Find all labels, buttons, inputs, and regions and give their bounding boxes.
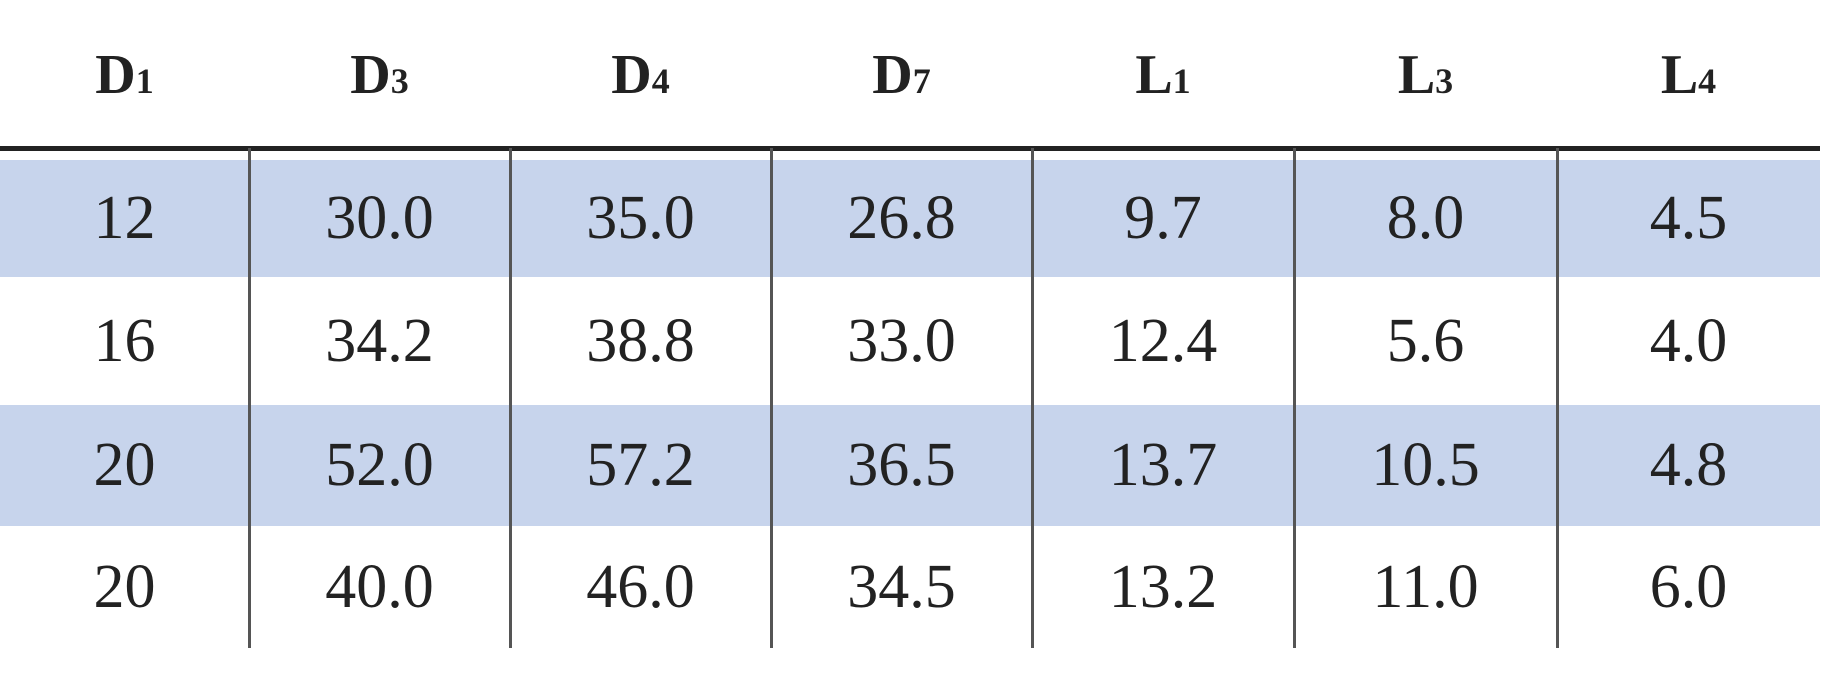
table-cell: 57.2 (586, 431, 695, 499)
table-cell: 4.8 (1649, 431, 1728, 499)
header-subscript: 4 (1698, 61, 1717, 101)
table-cell: 34.2 (325, 306, 434, 375)
table-cell: 4.0 (1649, 306, 1728, 375)
table-cell: 30.0 (325, 184, 434, 252)
table-cell: 13.7 (1108, 431, 1218, 499)
table-cell: 4.5 (1649, 184, 1728, 252)
header-symbol: L (1660, 44, 1699, 106)
header-subscript: 1 (135, 61, 154, 101)
header-symbol: D (872, 44, 913, 106)
header-rule (0, 146, 1820, 151)
header-symbol: D (350, 44, 391, 106)
header-subscript: 7 (912, 61, 931, 101)
table-cell: 5.6 (1386, 306, 1465, 375)
header-subscript: 4 (651, 61, 670, 101)
table-cell: 6.0 (1649, 552, 1728, 621)
table-cell: 46.0 (586, 552, 695, 621)
table-cell: 40.0 (325, 552, 434, 621)
row-shade (0, 160, 1820, 277)
table-cell: 35.0 (586, 184, 695, 252)
table-cell: 34.5 (847, 552, 956, 621)
table-cell: 52.0 (325, 431, 434, 499)
table-cell: 10.5 (1371, 431, 1480, 499)
table-cell: 9.7 (1124, 184, 1202, 252)
table-cell: 36.5 (847, 431, 956, 499)
header-subscript: 3 (390, 61, 409, 101)
header-symbol: D (611, 44, 652, 106)
table-cell: 12 (93, 184, 156, 252)
column-divider (248, 148, 251, 648)
header-subscript: 1 (1172, 61, 1191, 101)
table-cell: 12.4 (1108, 306, 1218, 375)
column-divider (1556, 148, 1559, 648)
column-divider (509, 148, 512, 648)
header-symbol: L (1135, 44, 1173, 106)
header-symbol: L (1397, 44, 1436, 106)
column-divider (770, 148, 773, 648)
table-cell: 8.0 (1386, 184, 1465, 252)
header-subscript: 3 (1435, 61, 1454, 101)
table-cell: 38.8 (586, 306, 695, 375)
column-divider (1031, 148, 1034, 648)
table-cell: 11.0 (1372, 552, 1479, 621)
table-cell: 26.8 (847, 184, 956, 252)
row-shade (0, 405, 1820, 526)
table-cell: 33.0 (847, 306, 956, 375)
table-cell: 20 (93, 431, 156, 499)
table-cell: 20 (93, 552, 156, 621)
header-symbol: D (95, 44, 136, 106)
table-cell: 16 (93, 306, 156, 375)
table-cell: 13.2 (1108, 552, 1218, 621)
column-divider (1293, 148, 1296, 648)
